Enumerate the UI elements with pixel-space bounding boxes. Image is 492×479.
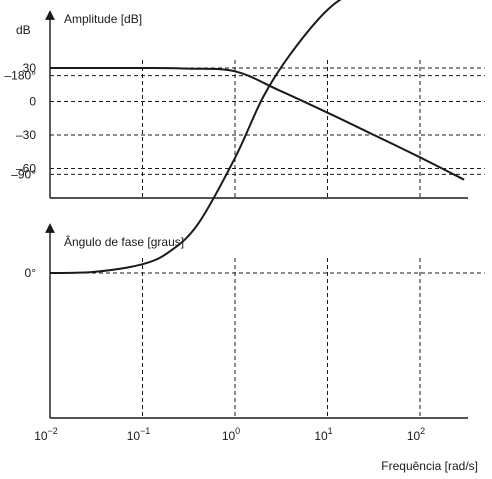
x-tick-label: 10−2 — [34, 426, 58, 443]
magnitude-y-tick-label: –60 — [16, 162, 36, 176]
magnitude-y-unit: dB — [16, 23, 31, 37]
phase-curve — [49, 0, 342, 274]
x-tick-label: 102 — [407, 426, 425, 443]
phase-y-tick-label: 0° — [25, 266, 37, 280]
magnitude-title: Amplitude [dB] — [64, 12, 142, 26]
phase-y-tick-label: –90° — [11, 167, 36, 181]
grid-layer — [50, 60, 485, 418]
x-axis-label: Frequência [rad/s] — [381, 459, 478, 473]
magnitude-y-tick-label: –30 — [16, 128, 36, 142]
magnitude-y-tick-label: 0 — [29, 95, 36, 109]
x-tick-label: 100 — [222, 426, 240, 443]
magnitude-curve — [49, 66, 465, 181]
x-tick-label: 10−1 — [127, 426, 151, 443]
curves-layer — [49, 0, 465, 274]
labels-layer: Amplitude [dB] dB Ângulo de fase [graus]… — [5, 12, 479, 473]
magnitude-y-tick-label: 30 — [23, 61, 37, 75]
x-tick-label: 101 — [314, 426, 332, 443]
axes-layer — [45, 10, 468, 419]
phase-y-tick-label: –180° — [5, 69, 37, 83]
phase-title: Ângulo de fase [graus] — [64, 234, 184, 249]
